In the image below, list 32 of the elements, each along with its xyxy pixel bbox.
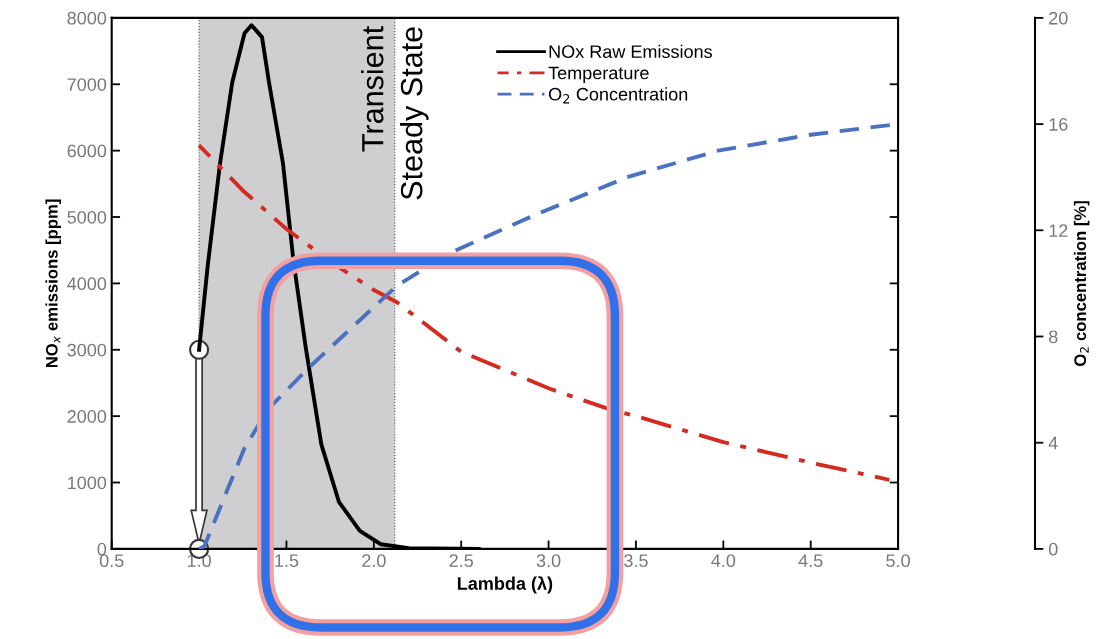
- y2-axis-title: O$_{2}$ concentration [%]: [1073, 201, 1090, 366]
- x-tick-label: 1.5: [275, 554, 299, 568]
- y-tick-label: 1000: [68, 476, 107, 490]
- x-axis-title: Lambda (λ): [457, 576, 553, 594]
- x-tick-label: 3.0: [536, 554, 561, 568]
- y-tick-label: 6000: [67, 144, 107, 158]
- x-tick-label: 3.5: [624, 554, 648, 568]
- y2-tick-label: 8: [1049, 330, 1058, 344]
- x-tick-label: 2.5: [449, 554, 473, 568]
- legend-label: NOx Raw Emissions: [549, 44, 712, 59]
- y2-tick-label: 20: [1049, 11, 1068, 25]
- y2-tick-label: 0: [1048, 542, 1058, 556]
- x-tick-label: 0.5: [99, 554, 124, 568]
- legend-label: Temperature: [548, 66, 649, 83]
- x-tick-label: 5.0: [886, 554, 910, 568]
- y-tick-label: 4000: [67, 277, 107, 291]
- y-tick-label: 0: [97, 542, 107, 556]
- x-tick-label: 4.0: [711, 554, 736, 568]
- band-label: Transient: [361, 26, 384, 152]
- y-tick-label: 2000: [67, 410, 107, 423]
- x-tick-label: 2.0: [362, 554, 386, 568]
- y2-tick-label: 16: [1049, 118, 1068, 131]
- x-tick-label: 4.5: [798, 554, 823, 568]
- y-tick-label: 8000: [67, 11, 107, 25]
- y-tick-label: 5000: [67, 210, 107, 224]
- y-tick-label: 7000: [67, 78, 107, 91]
- y-axis-title: NO$_{x}$ emissions [ppm]: [45, 199, 61, 368]
- annotation: Steady State: [400, 27, 429, 200]
- y2-tick-label: 4: [1048, 436, 1058, 450]
- y-tick-label: 3000: [67, 343, 107, 357]
- y2-tick-label: 12: [1049, 224, 1068, 237]
- legend-label: O$_{2}$ Concentration: [548, 87, 688, 104]
